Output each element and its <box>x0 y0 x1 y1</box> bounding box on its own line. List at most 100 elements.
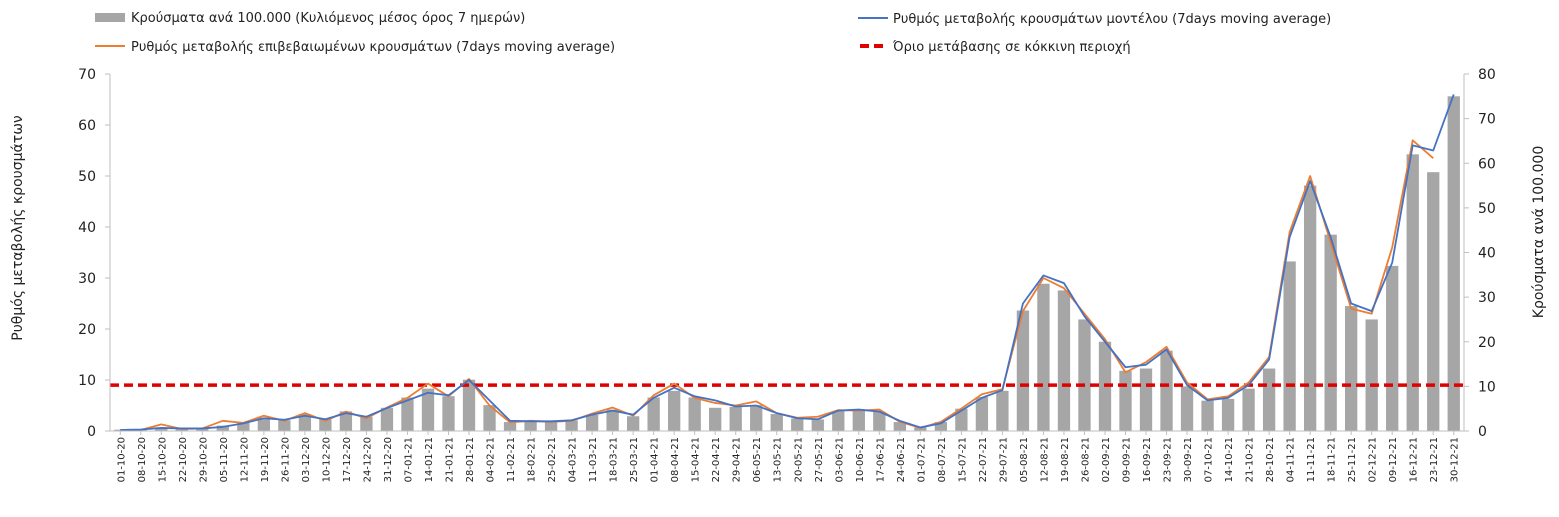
bar-17-12-20 <box>339 411 353 431</box>
x-tick-21-10-21: 21-10-21 <box>1245 437 1256 482</box>
bar-22-07-21 <box>975 397 989 431</box>
y-axis-left-label: Ρυθμός μεταβολής κρουσμάτων <box>10 115 26 341</box>
y-left-tick-20: 20 <box>78 322 96 338</box>
bar-07-01-21 <box>401 397 414 431</box>
bar-25-11-21 <box>1345 306 1358 431</box>
legend: Κρούσματα ανά 100.000 (Κυλιόμενος μέσος … <box>95 11 1331 55</box>
ticks-layer: 0 10 20 30 40 50 60 70 0 10 20 30 40 50 60 70 80 01-10-20… <box>78 67 1496 482</box>
x-tick-08-10-20: 08-10-20 <box>137 437 148 482</box>
bar-25-02-21 <box>544 421 558 431</box>
bar-01-10-20 <box>114 429 127 431</box>
bar-12-11-20 <box>237 422 250 431</box>
legend-label-threshold: Όριο μετάβασης σε κόκκινη περιοχή <box>892 40 1131 55</box>
bar-11-02-21 <box>503 422 517 431</box>
x-tick-15-10-20: 15-10-20 <box>157 437 168 482</box>
x-tick-11-11-21: 11-11-21 <box>1306 437 1317 482</box>
bar-10-12-20 <box>319 419 332 431</box>
bar-04-11-21 <box>1283 261 1296 431</box>
y-right-tick-0: 0 <box>1478 424 1487 440</box>
x-tick-23-12-21: 23-12-21 <box>1429 437 1440 482</box>
bar-15-07-21 <box>955 408 968 431</box>
x-tick-02-12-21: 02-12-21 <box>1368 437 1379 482</box>
bar-03-12-20 <box>298 414 312 431</box>
x-tick-23-09-21: 23-09-21 <box>1163 437 1174 482</box>
bar-07-10-21 <box>1201 400 1214 431</box>
bar-15-10-20 <box>155 427 168 431</box>
x-tick-07-01-21: 07-01-21 <box>403 437 414 482</box>
x-tick-16-09-21: 16-09-21 <box>1142 437 1153 482</box>
bar-14-01-21 <box>421 388 435 431</box>
bar-04-02-21 <box>483 405 496 431</box>
x-tick-04-11-21: 04-11-21 <box>1286 437 1297 482</box>
bar-11-03-21 <box>585 414 599 431</box>
x-tick-21-01-21: 21-01-21 <box>445 437 456 482</box>
bar-02-12-21 <box>1365 319 1378 431</box>
bar-14-10-21 <box>1221 398 1235 431</box>
y-right-tick-30: 30 <box>1478 290 1496 306</box>
bar-25-03-21 <box>626 416 640 431</box>
x-tick-05-11-20: 05-11-20 <box>219 437 230 482</box>
legend-label-confirmed: Ρυθμός μεταβολής επιβεβαιωμένων κρουσμάτ… <box>131 40 615 55</box>
x-tick-09-09-21: 09-09-21 <box>1122 437 1133 482</box>
model-rate-line <box>120 94 1455 431</box>
x-tick-01-07-21: 01-07-21 <box>916 437 927 482</box>
x-tick-29-10-20: 29-10-20 <box>198 437 209 482</box>
x-tick-18-11-21: 18-11-21 <box>1327 437 1338 482</box>
y-right-tick-60: 60 <box>1478 156 1496 172</box>
y-left-tick-0: 0 <box>87 424 96 440</box>
bar-10-06-21 <box>852 410 865 431</box>
x-tick-25-03-21: 25-03-21 <box>629 437 640 482</box>
bar-24-12-20 <box>360 416 373 431</box>
x-tick-11-03-21: 11-03-21 <box>588 437 599 482</box>
x-tick-10-06-21: 10-06-21 <box>855 437 866 482</box>
x-tick-04-02-21: 04-02-21 <box>486 437 497 482</box>
x-tick-07-10-21: 07-10-21 <box>1204 437 1215 482</box>
bar-30-09-21 <box>1180 386 1194 432</box>
x-tick-12-08-21: 12-08-21 <box>1039 437 1050 482</box>
x-tick-30-12-21: 30-12-21 <box>1450 437 1461 482</box>
bar-22-04-21 <box>709 407 722 431</box>
x-tick-30-09-21: 30-09-21 <box>1183 437 1194 482</box>
y-left-tick-50: 50 <box>78 169 96 185</box>
x-tick-28-10-21: 28-10-21 <box>1265 437 1276 482</box>
bar-20-05-21 <box>791 418 804 431</box>
bar-09-12-21 <box>1386 265 1399 431</box>
bar-15-04-21 <box>688 397 701 431</box>
x-tick-17-06-21: 17-06-21 <box>875 437 886 482</box>
y-right-tick-20: 20 <box>1478 335 1496 351</box>
bar-06-05-21 <box>750 405 763 431</box>
bar-13-05-21 <box>770 414 783 431</box>
y-axis-right-label: Κρούσματα ανά 100.000 <box>1531 146 1547 318</box>
x-tick-12-11-20: 12-11-20 <box>239 437 250 482</box>
bar-01-04-21 <box>647 397 660 431</box>
bar-24-06-21 <box>893 422 906 431</box>
x-tick-14-10-21: 14-10-21 <box>1224 437 1235 482</box>
x-tick-31-12-20: 31-12-20 <box>383 437 394 482</box>
x-tick-25-02-21: 25-02-21 <box>547 437 558 482</box>
bar-26-11-20 <box>278 420 291 431</box>
y-left-tick-60: 60 <box>78 118 96 134</box>
x-tick-16-12-21: 16-12-21 <box>1409 437 1420 482</box>
y-left-tick-40: 40 <box>78 220 96 236</box>
bar-05-08-21 <box>1016 310 1030 431</box>
y-left-tick-70: 70 <box>78 67 96 83</box>
x-tick-24-12-20: 24-12-20 <box>362 437 373 482</box>
x-tick-18-02-21: 18-02-21 <box>527 437 538 482</box>
bar-19-11-20 <box>257 417 271 431</box>
y-right-tick-50: 50 <box>1478 201 1496 217</box>
x-tick-25-11-21: 25-11-21 <box>1347 437 1358 482</box>
x-tick-06-05-21: 06-05-21 <box>752 437 763 482</box>
x-tick-24-06-21: 24-06-21 <box>896 437 907 482</box>
x-tick-05-08-21: 05-08-21 <box>1019 437 1030 482</box>
x-tick-22-07-21: 22-07-21 <box>978 437 989 482</box>
x-tick-28-01-21: 28-01-21 <box>465 437 476 482</box>
x-tick-18-03-21: 18-03-21 <box>609 437 620 482</box>
x-tick-15-04-21: 15-04-21 <box>691 437 702 482</box>
x-tick-04-03-21: 04-03-21 <box>568 437 579 482</box>
x-tick-19-11-20: 19-11-20 <box>260 437 271 482</box>
x-tick-11-02-21: 11-02-21 <box>506 437 517 482</box>
x-tick-08-04-21: 08-04-21 <box>670 437 681 482</box>
bar-22-10-20 <box>175 428 188 431</box>
x-tick-01-04-21: 01-04-21 <box>650 437 661 482</box>
